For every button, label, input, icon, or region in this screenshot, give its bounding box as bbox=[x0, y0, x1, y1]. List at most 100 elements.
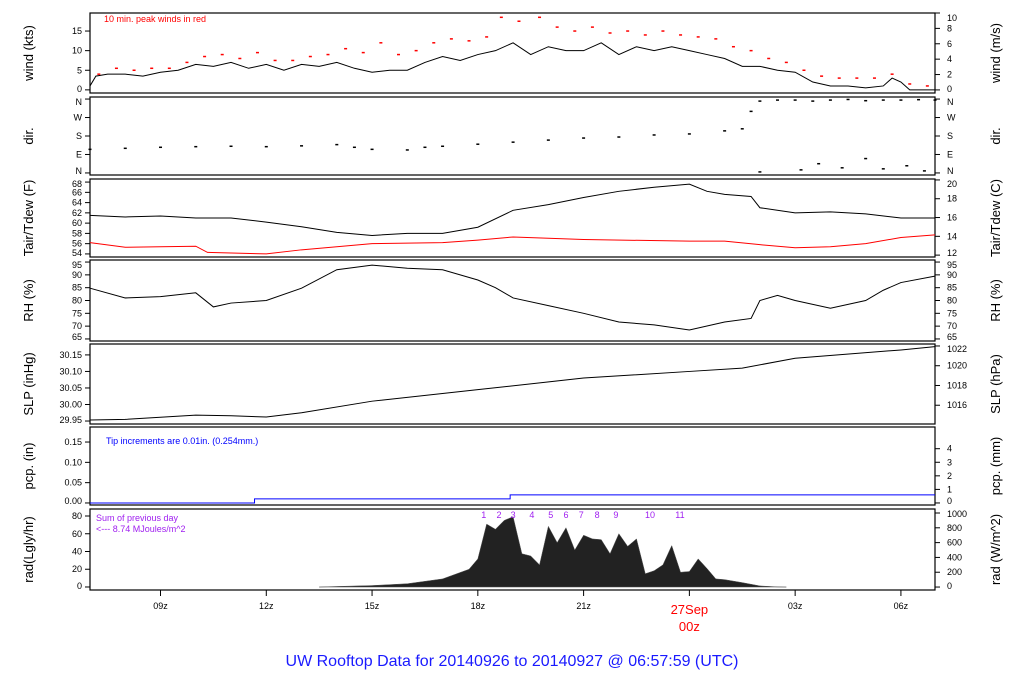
data-point bbox=[740, 128, 744, 130]
right-axis-label: rad (W/m^2) bbox=[988, 514, 1003, 585]
right-tick-label: 8 bbox=[947, 23, 952, 33]
right-axis-label: SLP (hPa) bbox=[988, 354, 1003, 414]
data-point bbox=[679, 34, 683, 36]
right-tick-label: 14 bbox=[947, 231, 957, 241]
panel-frame bbox=[89, 96, 936, 176]
data-point bbox=[758, 171, 762, 173]
data-point bbox=[476, 143, 480, 145]
hour-marker: 10 bbox=[645, 510, 655, 520]
data-point bbox=[97, 73, 101, 75]
data-point bbox=[517, 20, 521, 22]
data-point bbox=[114, 67, 118, 70]
data-point bbox=[264, 145, 268, 148]
panel-slp: 29.95 30.00 30.05 30.10 30.15 1016 1018 1020 102… bbox=[21, 343, 1003, 425]
data-point bbox=[167, 67, 171, 70]
data-point bbox=[273, 59, 277, 62]
data-point bbox=[300, 145, 304, 147]
left-tick-label: 40 bbox=[72, 546, 82, 556]
left-tick-label: 68 bbox=[72, 179, 82, 189]
left-axis-label: rad(Lgly/hr) bbox=[21, 516, 36, 582]
series-line bbox=[89, 346, 936, 421]
left-tick-label: S bbox=[76, 131, 82, 141]
data-point bbox=[872, 77, 876, 79]
right-tick-label: S bbox=[947, 131, 953, 141]
data-point bbox=[837, 77, 841, 79]
left-tick-label: N bbox=[76, 97, 83, 107]
data-point bbox=[361, 51, 365, 54]
left-tick-label: 5 bbox=[77, 65, 82, 75]
x-tick-label: 09z bbox=[153, 601, 168, 611]
left-tick-label: 0 bbox=[77, 84, 82, 94]
right-axis-label: pcp. (mm) bbox=[988, 437, 1003, 496]
left-tick-label: 70 bbox=[72, 321, 82, 331]
data-point bbox=[370, 148, 374, 151]
x-tick-label: 21z bbox=[576, 601, 591, 611]
data-point bbox=[467, 40, 471, 42]
right-tick-label: 1016 bbox=[947, 400, 967, 410]
left-axis-label: RH (%) bbox=[21, 279, 36, 322]
data-point bbox=[414, 49, 418, 52]
data-point bbox=[499, 16, 503, 19]
data-point bbox=[449, 38, 453, 40]
x-tick-label: 15z bbox=[365, 601, 380, 611]
data-point bbox=[441, 145, 445, 148]
data-point bbox=[335, 143, 339, 146]
data-point bbox=[802, 69, 806, 72]
right-tick-label: 85 bbox=[947, 283, 957, 293]
data-point bbox=[405, 149, 409, 151]
right-tick-label: 3 bbox=[947, 457, 952, 467]
left-tick-label: 10 bbox=[72, 46, 82, 56]
right-tick-label: 95 bbox=[947, 260, 957, 270]
left-tick-label: 56 bbox=[72, 239, 82, 249]
data-point bbox=[238, 57, 242, 60]
hour-marker: 11 bbox=[675, 510, 684, 520]
hour-marker: 8 bbox=[595, 510, 600, 520]
data-point bbox=[88, 148, 92, 151]
data-point bbox=[590, 26, 594, 28]
hour-marker: 4 bbox=[529, 510, 534, 520]
data-point bbox=[308, 55, 312, 58]
data-point bbox=[864, 157, 868, 160]
right-tick-label: E bbox=[947, 149, 953, 159]
data-point bbox=[846, 98, 850, 101]
right-axis-label: RH (%) bbox=[988, 279, 1003, 322]
hour-marker: 6 bbox=[563, 510, 568, 520]
panel-annotation: 10 min. peak winds in red bbox=[104, 14, 206, 24]
left-tick-label: 29.95 bbox=[59, 415, 82, 425]
right-tick-label: N bbox=[947, 166, 954, 176]
series-step-line bbox=[90, 494, 935, 504]
x-date-label: 27Sep bbox=[671, 602, 709, 617]
data-point bbox=[150, 67, 154, 70]
data-point bbox=[908, 83, 912, 85]
left-tick-label: 60 bbox=[72, 529, 82, 539]
data-point bbox=[229, 145, 233, 148]
right-tick-label: 75 bbox=[947, 308, 957, 318]
left-tick-label: 90 bbox=[72, 270, 82, 280]
data-point bbox=[925, 85, 929, 87]
left-tick-label: 60 bbox=[72, 218, 82, 228]
data-point bbox=[793, 99, 797, 101]
left-tick-label: 0 bbox=[77, 581, 82, 591]
data-point bbox=[784, 61, 788, 64]
right-axis-label: Tair/Tdew (C) bbox=[988, 179, 1003, 257]
data-point bbox=[643, 34, 647, 36]
right-tick-label: 16 bbox=[947, 213, 957, 223]
data-point bbox=[723, 130, 727, 132]
data-point bbox=[840, 167, 844, 169]
left-tick-label: 30.00 bbox=[59, 399, 82, 409]
data-point bbox=[432, 42, 436, 44]
hour-marker: 9 bbox=[613, 510, 618, 520]
right-tick-label: 70 bbox=[947, 321, 957, 331]
x-tick-label: 00z bbox=[679, 619, 700, 634]
right-tick-label: 1020 bbox=[947, 361, 967, 371]
left-tick-label: 20 bbox=[72, 564, 82, 574]
data-point bbox=[714, 38, 718, 40]
data-point bbox=[881, 99, 885, 101]
data-point bbox=[485, 36, 489, 38]
left-tick-label: 62 bbox=[72, 208, 82, 218]
panel-pcp: 0.00 0.05 0.10 0.15 0 1 2 3 4 pcp. (in) pcp. (mm) T… bbox=[21, 426, 1003, 506]
data-point bbox=[123, 147, 127, 150]
right-axis-label: wind (m/s) bbox=[988, 23, 1003, 84]
left-tick-label: 80 bbox=[72, 511, 82, 521]
